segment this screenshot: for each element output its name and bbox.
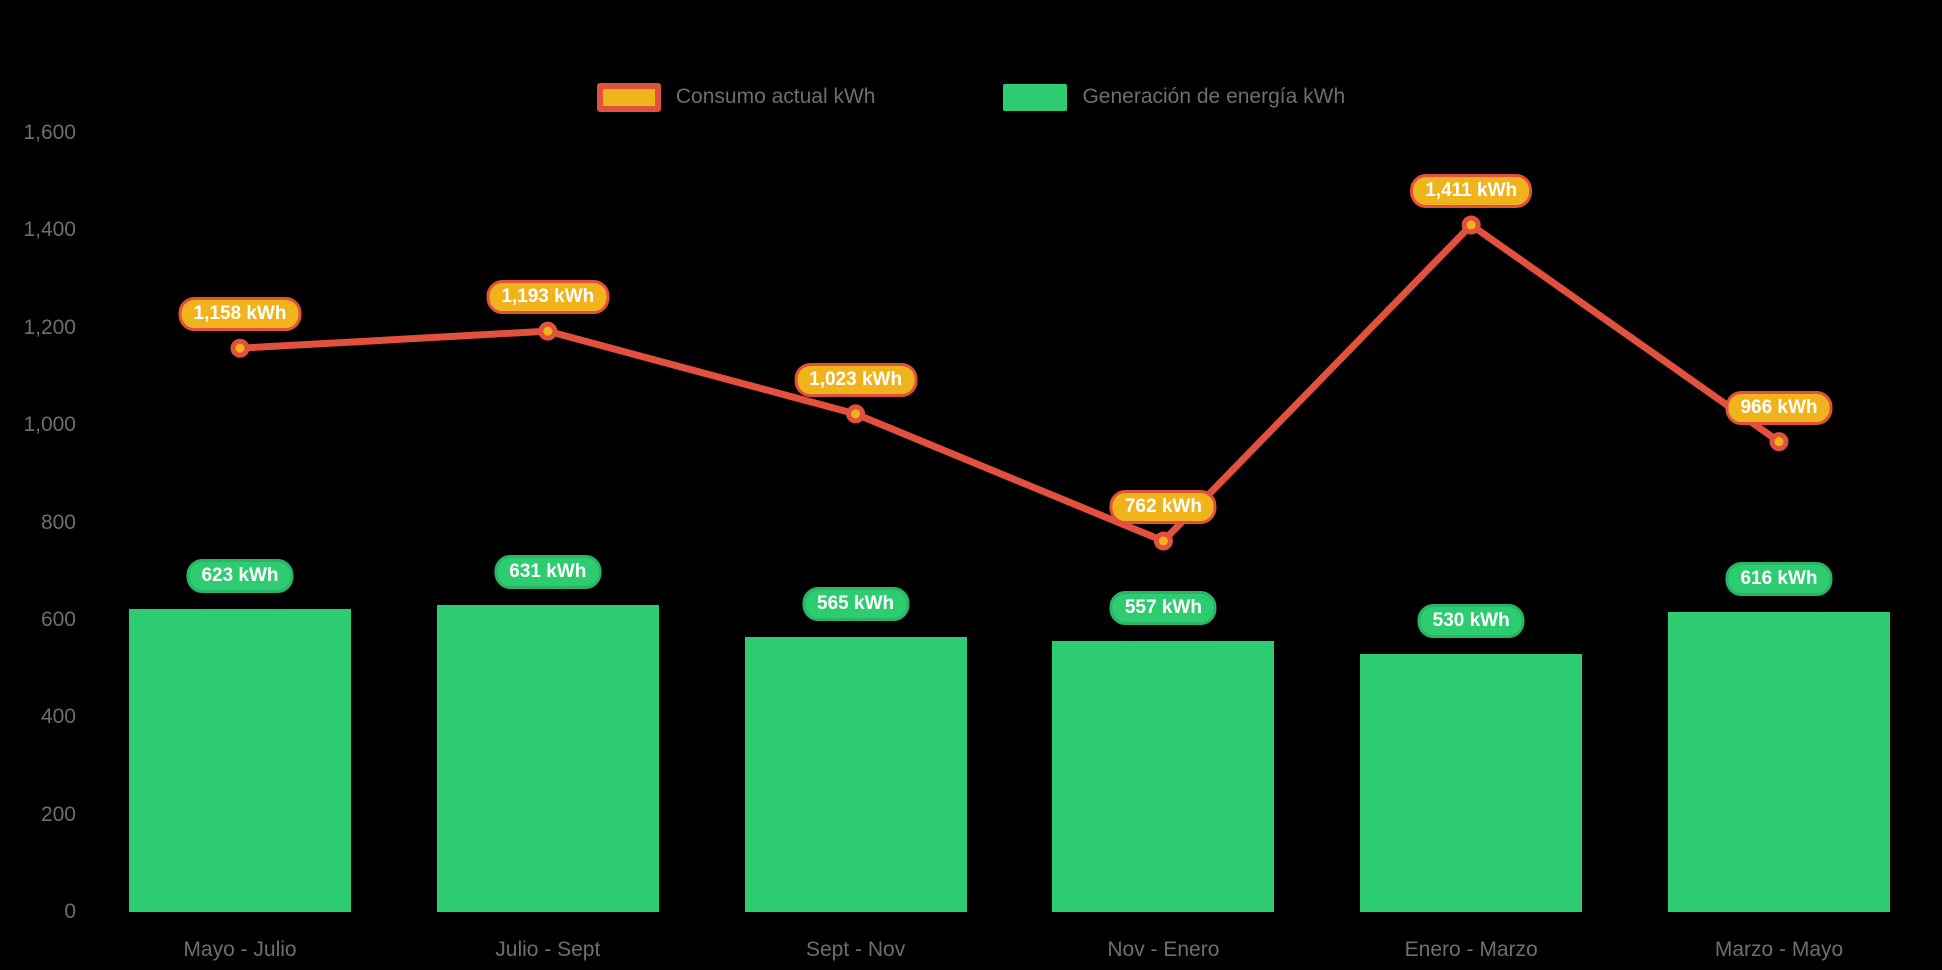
point-value-label: 1,158 kWh bbox=[178, 297, 302, 332]
x-axis-category-label: Mayo - Julio bbox=[183, 938, 297, 961]
consumo-point[interactable] bbox=[1153, 531, 1173, 551]
y-axis-tick-label: 600 bbox=[40, 607, 76, 631]
legend-item-consumo[interactable]: Consumo actual kWh bbox=[596, 82, 876, 112]
consumo-point[interactable] bbox=[1769, 432, 1789, 452]
x-axis-category-label: Julio - Sept bbox=[495, 938, 601, 961]
bar-value-label: 623 kWh bbox=[186, 558, 294, 593]
y-axis-tick-label: 1,400 bbox=[23, 218, 76, 242]
bar-value-label: 530 kWh bbox=[1417, 603, 1525, 638]
legend-item-generacion[interactable]: Generación de energía kWh bbox=[1003, 82, 1345, 112]
legend-label-generacion: Generación de energía kWh bbox=[1082, 85, 1346, 108]
point-value-label: 1,193 kWh bbox=[486, 280, 610, 315]
consumo-point[interactable] bbox=[846, 404, 866, 424]
x-axis-category-label: Sept - Nov bbox=[805, 938, 906, 961]
y-axis-tick-label: 200 bbox=[40, 802, 76, 826]
x-axis-category-label: Marzo - Mayo bbox=[1714, 938, 1844, 961]
point-value-label: 1,411 kWh bbox=[1410, 174, 1533, 209]
consumo-point[interactable] bbox=[230, 338, 250, 358]
consumo-line bbox=[239, 220, 1782, 546]
x-axis-category-label: Nov - Enero bbox=[1107, 938, 1220, 961]
generation-bar[interactable] bbox=[1360, 653, 1583, 912]
generation-bar[interactable] bbox=[129, 608, 351, 912]
generation-bar[interactable] bbox=[744, 636, 967, 912]
generation-bar[interactable] bbox=[1052, 640, 1275, 912]
point-value-label: 1,023 kWh bbox=[794, 362, 918, 397]
x-axis-category-label: Enero - Marzo bbox=[1404, 938, 1538, 961]
y-axis-tick-label: 0 bbox=[64, 900, 76, 923]
generation-bar[interactable] bbox=[436, 604, 659, 912]
chart-legend: Consumo actual kWh Generación de energía… bbox=[0, 82, 1942, 112]
point-value-label: 966 kWh bbox=[1725, 390, 1833, 425]
y-axis-tick-label: 400 bbox=[40, 705, 76, 729]
consumo-point[interactable] bbox=[1461, 215, 1481, 235]
generation-bar[interactable] bbox=[1668, 612, 1890, 912]
point-value-label: 762 kWh bbox=[1109, 490, 1217, 524]
bar-value-label: 616 kWh bbox=[1725, 562, 1833, 597]
legend-swatch-consumo bbox=[596, 82, 661, 112]
bar-value-label: 557 kWh bbox=[1109, 590, 1217, 625]
legend-label-consumo: Consumo actual kWh bbox=[675, 85, 876, 108]
y-axis-tick-label: 1,600 bbox=[23, 121, 76, 144]
y-axis-tick-label: 1,000 bbox=[23, 413, 76, 437]
y-axis-tick-label: 800 bbox=[40, 510, 76, 534]
consumo-point[interactable] bbox=[538, 321, 558, 341]
legend-swatch-generacion bbox=[1003, 83, 1068, 111]
bar-value-label: 565 kWh bbox=[802, 586, 910, 621]
bar-value-label: 631 kWh bbox=[494, 554, 602, 589]
y-axis-tick-label: 1,200 bbox=[23, 315, 76, 339]
